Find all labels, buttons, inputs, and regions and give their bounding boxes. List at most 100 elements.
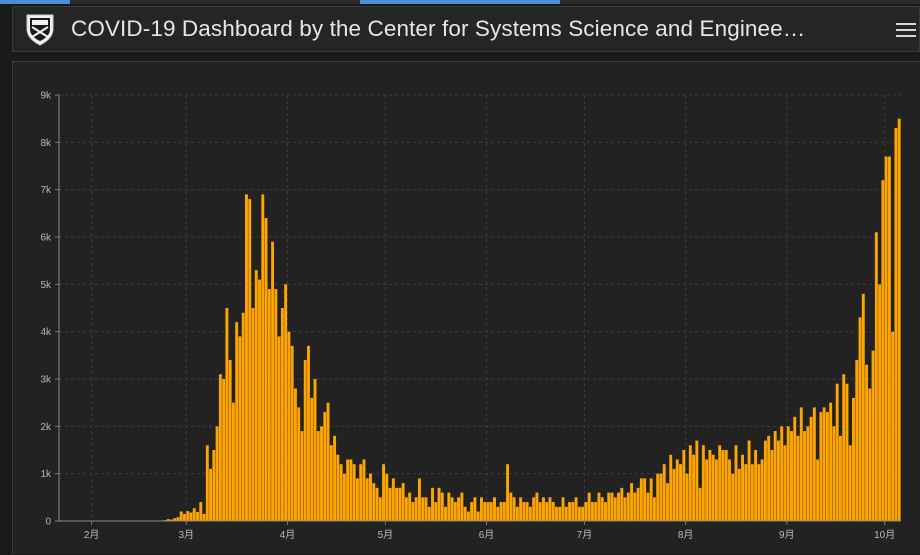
bar <box>662 464 666 521</box>
bar <box>659 473 663 521</box>
bar <box>672 468 676 521</box>
bar <box>391 478 395 521</box>
bar <box>845 383 849 521</box>
bar <box>643 478 647 521</box>
bar <box>535 492 539 521</box>
bar <box>395 487 399 521</box>
y-tick-label: 0 <box>45 517 51 528</box>
bar <box>741 454 744 521</box>
bar <box>819 412 823 521</box>
bar <box>829 402 833 521</box>
top-accent-strip <box>0 0 920 4</box>
bar <box>698 487 702 521</box>
bar <box>838 435 842 521</box>
bar <box>737 468 741 521</box>
bar <box>476 511 480 521</box>
hamburger-menu-icon[interactable] <box>896 19 916 39</box>
bar <box>773 431 777 521</box>
bar <box>382 464 385 521</box>
bar <box>323 412 327 521</box>
accent-segment <box>0 0 70 4</box>
bar <box>287 331 291 521</box>
y-tick-label: 3k <box>40 375 52 386</box>
bar <box>480 497 483 521</box>
bar <box>453 502 457 521</box>
bar <box>267 289 271 521</box>
bar <box>473 497 477 521</box>
bar <box>489 502 493 521</box>
bar <box>652 497 656 521</box>
bar <box>538 502 542 521</box>
bar <box>427 506 431 521</box>
bar <box>528 506 532 521</box>
x-tick-label: 9月 <box>779 529 795 541</box>
bar <box>179 511 183 521</box>
bar <box>721 450 725 521</box>
bar <box>346 459 350 521</box>
bar <box>483 502 487 521</box>
y-tick-label: 6k <box>40 233 52 244</box>
bar <box>431 487 434 521</box>
bar <box>695 440 699 521</box>
bar <box>218 374 222 521</box>
bar <box>463 506 467 521</box>
accent-segment <box>360 0 560 4</box>
bar <box>254 270 258 521</box>
bar <box>414 497 418 521</box>
bar <box>450 497 454 521</box>
bar <box>245 194 248 521</box>
bar <box>365 478 369 521</box>
bar <box>786 426 790 521</box>
bar <box>512 497 516 521</box>
bar <box>714 459 718 521</box>
bar <box>825 412 829 521</box>
bar <box>884 156 888 521</box>
x-tick-label: 8月 <box>678 529 694 541</box>
bar <box>251 308 255 521</box>
x-tick-label: 6月 <box>479 529 495 541</box>
x-tick-label: 2月 <box>84 529 100 541</box>
bar <box>496 506 500 521</box>
bar <box>297 407 301 521</box>
bar <box>326 402 330 521</box>
bar <box>610 492 614 521</box>
bar <box>590 502 594 521</box>
bar <box>205 445 209 521</box>
bar <box>258 279 261 521</box>
bar <box>300 431 304 521</box>
bar <box>868 388 872 521</box>
bar <box>711 454 715 521</box>
bar <box>470 502 474 521</box>
daily-cases-bar-chart: 0 1k 2k 3k 4k 5k 6k 7k 8k 9k 2月 3月 4月 5月 6月 7月 8月 9月 10月 <box>40 91 901 541</box>
bar <box>264 218 268 521</box>
bar <box>790 431 793 521</box>
bar <box>858 317 862 521</box>
bar <box>447 492 451 521</box>
bar <box>878 284 882 521</box>
bar <box>809 416 813 521</box>
bar <box>525 502 529 521</box>
y-tick-label: 7k <box>40 185 52 196</box>
bar <box>763 440 767 521</box>
bar <box>228 360 232 521</box>
x-tick-label: 3月 <box>178 529 194 541</box>
bar <box>199 502 203 521</box>
bar <box>564 506 568 521</box>
bar <box>770 450 774 521</box>
bar <box>231 402 235 521</box>
bar <box>169 519 173 521</box>
bar <box>688 445 692 521</box>
bar <box>894 128 898 521</box>
bar <box>897 118 901 522</box>
bar <box>633 492 637 521</box>
bar <box>776 440 780 521</box>
bar <box>440 492 444 521</box>
bar <box>577 506 581 521</box>
bar <box>705 459 709 521</box>
bar <box>466 511 470 521</box>
bar <box>796 435 800 521</box>
bar <box>558 506 562 521</box>
bar <box>277 336 281 521</box>
bar <box>424 497 428 521</box>
bar <box>630 483 634 521</box>
